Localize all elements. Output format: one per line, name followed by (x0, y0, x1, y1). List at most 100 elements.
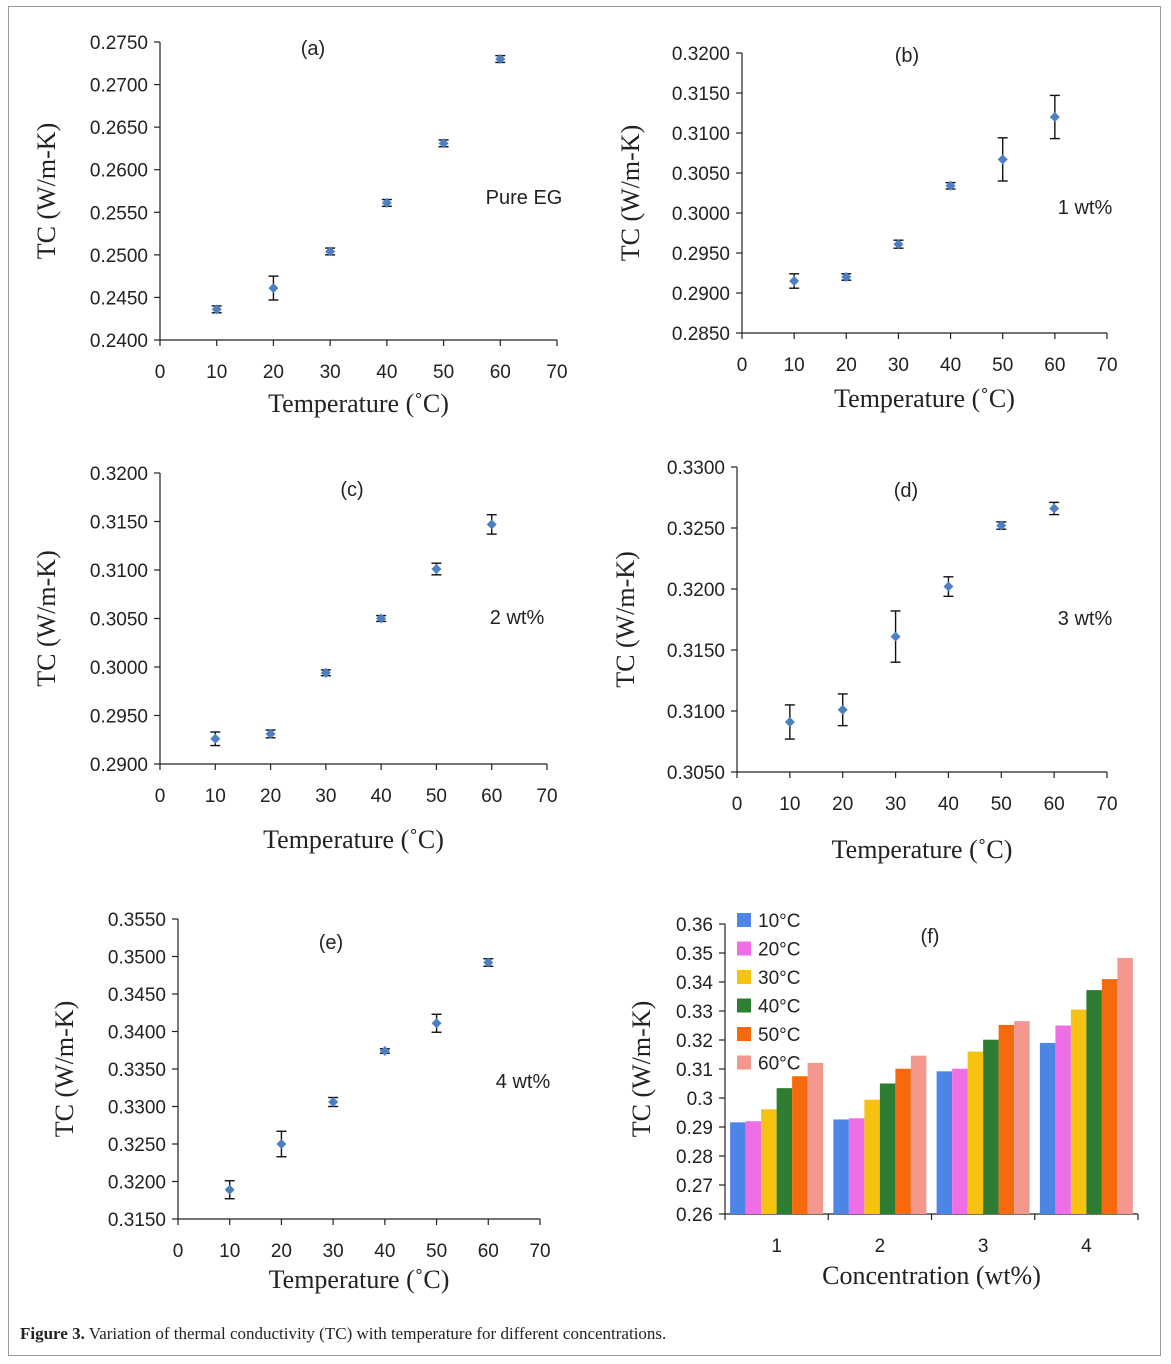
x-tick-label: 10 (784, 355, 805, 376)
diamond-marker (945, 180, 956, 191)
data-point (379, 1046, 390, 1056)
y-tick-label: 0.29 (676, 1118, 713, 1139)
y-tick-label: 0.3300 (108, 1098, 166, 1119)
y-tick-label: 0.2650 (90, 118, 148, 139)
diamond-marker (784, 716, 795, 727)
diamond-marker (1049, 112, 1060, 122)
x-tick-label: 50 (991, 794, 1012, 815)
bar-panel: 0.26 0.27 0.28 0.29 0.3 0.31 0.32 0.33 0.34 0.35 0… (627, 911, 1139, 1290)
diamond-marker (211, 304, 222, 315)
x-axis-title: Temperature (˚C) (263, 825, 444, 854)
y-tick-label: 0.3450 (108, 985, 166, 1006)
y-tick-label: 0.3150 (667, 641, 725, 662)
bar (1117, 957, 1133, 1214)
x-tick-label: 30 (315, 786, 336, 807)
x-tick-label: 60 (478, 1241, 499, 1262)
x-tick-label: 40 (374, 1241, 395, 1262)
x-tick-label: 0 (737, 355, 748, 376)
data-point (893, 239, 904, 250)
y-tick-label: 0.3 (687, 1089, 713, 1110)
y-tick-label: 0.2450 (90, 288, 148, 309)
legend-label: 20°C (758, 940, 800, 961)
x-tick-label: 40 (371, 786, 392, 807)
x-tick-label: 1 (771, 1236, 782, 1257)
y-axis-title: TC (W/m-K) (32, 550, 61, 686)
data-point (376, 613, 387, 624)
x-tick-label: 30 (323, 1241, 344, 1262)
x-tick-label: 30 (320, 362, 341, 383)
panel-annotation: 4 wt% (496, 1071, 551, 1093)
x-axis-title: Temperature (˚C) (268, 389, 449, 418)
y-tick-label: 0.2750 (90, 33, 148, 54)
diamond-marker (381, 197, 392, 208)
y-tick-label: 0.2900 (672, 284, 730, 305)
data-point (483, 957, 494, 968)
data-point (276, 1130, 287, 1158)
diamond-marker (495, 54, 506, 65)
diamond-marker (438, 138, 449, 149)
bar (936, 1071, 953, 1214)
x-tick-label: 70 (536, 786, 557, 807)
x-tick-label: 0 (173, 1241, 184, 1262)
legend-swatch (737, 913, 751, 927)
y-tick-label: 0.3100 (672, 124, 730, 145)
y-axis-title: TC (W/m-K) (627, 1001, 656, 1137)
y-tick-label: 0.3000 (672, 204, 730, 225)
diamond-marker (483, 957, 494, 968)
x-tick-label: 50 (426, 1241, 447, 1262)
diamond-marker (268, 283, 279, 294)
y-tick-label: 0.3100 (667, 702, 725, 723)
x-tick-label: 60 (1044, 794, 1065, 815)
bar (983, 1039, 999, 1214)
scatter-panel-0: 0.2400 0.2450 0.2500 0.2550 0.2600 0.2650 0.27… (32, 33, 568, 418)
y-tick-label: 0.3250 (108, 1135, 166, 1156)
y-tick-label: 0.3150 (90, 513, 148, 534)
legend-swatch (737, 970, 751, 984)
x-tick-label: 10 (779, 794, 800, 815)
y-tick-label: 0.3300 (667, 458, 725, 479)
data-point (431, 562, 442, 576)
bar (1101, 979, 1118, 1214)
y-tick-label: 0.3200 (108, 1173, 166, 1194)
panel-label: (d) (894, 480, 918, 502)
y-axis-title: TC (W/m-K) (616, 125, 645, 261)
data-point (431, 1013, 442, 1033)
legend-item: 60°C (737, 1054, 800, 1075)
x-tick-label: 20 (832, 794, 853, 815)
x-tick-label: 40 (938, 794, 959, 815)
panel-annotation: 2 wt% (490, 607, 545, 629)
diamond-marker (320, 667, 331, 678)
x-tick-label: 70 (1096, 794, 1117, 815)
y-tick-label: 0.3550 (108, 910, 166, 931)
scatter-panel-4: 0.3150 0.3200 0.3250 0.3300 0.3350 0.3400 0.34… (50, 910, 551, 1294)
legend-item: 50°C (737, 1025, 800, 1046)
bar (792, 1076, 808, 1214)
bar (998, 1024, 1015, 1214)
bar (879, 1083, 896, 1214)
data-point (837, 693, 848, 727)
x-tick-label: 30 (885, 794, 906, 815)
y-tick-label: 0.35 (676, 944, 713, 965)
x-tick-label: 70 (1096, 355, 1117, 376)
diamond-marker (1049, 503, 1060, 514)
data-point (945, 180, 956, 191)
bar (864, 1099, 880, 1214)
scatter-panel-3: 0.3050 0.3100 0.3150 0.3200 0.3250 0.3300 0 10 2… (611, 458, 1118, 864)
data-point (1049, 94, 1060, 140)
x-tick-label: 40 (376, 362, 397, 383)
x-tick-label: 0 (155, 786, 166, 807)
data-point (381, 197, 392, 208)
y-tick-label: 0.3350 (108, 1060, 166, 1081)
bar (833, 1119, 849, 1214)
bar (761, 1109, 777, 1214)
y-tick-label: 0.3000 (90, 658, 148, 679)
panel-label: (e) (319, 932, 343, 954)
figure-caption: Figure 3. Variation of thermal conductiv… (20, 1324, 666, 1344)
diamond-marker (431, 1018, 442, 1029)
legend-label: 60°C (758, 1054, 800, 1075)
diamond-marker (789, 276, 800, 286)
scatter-panel-1: 0.2850 0.2900 0.2950 0.3000 0.3050 0.3100 0.31… (616, 44, 1118, 413)
panel-label: (a) (301, 38, 325, 60)
legend-swatch (737, 1027, 751, 1041)
bar (967, 1051, 984, 1214)
